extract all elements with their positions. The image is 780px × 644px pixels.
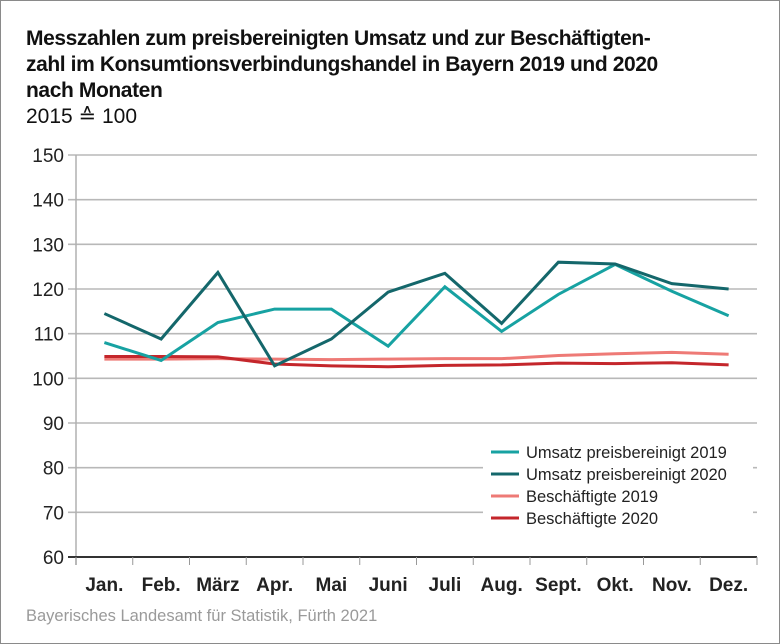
legend-label: Umsatz preisbereinigt 2020 [526, 466, 727, 484]
source-note: Bayerisches Landesamt für Statistik, Für… [26, 607, 378, 625]
y-tick-label: 70 [43, 503, 64, 524]
legend-label: Beschäftigte 2020 [526, 510, 658, 528]
title-line-1: Messzahlen zum preisbereinigten Umsatz u… [26, 27, 651, 50]
x-tick-label: Jan. [85, 575, 123, 596]
x-tick-label: Sept. [535, 575, 581, 596]
x-tick-label: Nov. [652, 575, 692, 596]
series-line-2 [103, 260, 729, 368]
series-line-1 [103, 262, 730, 363]
legend-background [483, 436, 753, 530]
x-tick-label: Aug. [481, 575, 523, 596]
y-tick-label: 130 [32, 235, 64, 256]
x-tick-label: Apr. [256, 575, 293, 596]
y-tick-label: 60 [43, 548, 64, 569]
y-tick-label: 100 [32, 369, 64, 390]
series-line-3 [104, 350, 729, 362]
y-tick-label: 90 [43, 414, 64, 435]
x-tick-label: März [196, 575, 239, 596]
chart-subtitle: 2015 ≙ 100 [26, 105, 138, 128]
title-line-3: nach Monaten [26, 79, 163, 102]
title-line-2: zahl im Konsumtionsverbindungshandel in … [26, 53, 658, 76]
x-tick-label: Juli [429, 575, 462, 596]
y-tick-label: 140 [32, 191, 64, 212]
x-tick-label: Okt. [597, 575, 634, 596]
x-tick-label: Dez. [709, 575, 748, 596]
y-tick-label: 120 [32, 280, 64, 301]
chart-title: Messzahlen zum preisbereinigten Umsatz u… [26, 26, 776, 104]
x-tick-label: Juni [369, 575, 408, 596]
series-line-4 [104, 354, 729, 369]
y-tick-label: 150 [32, 146, 64, 167]
x-tick-label: Mai [316, 575, 348, 596]
legend-label: Beschäftigte 2019 [526, 488, 658, 506]
legend-label: Umsatz preisbereinigt 2019 [526, 444, 727, 462]
x-tick-label: Feb. [142, 575, 181, 596]
y-tick-label: 110 [34, 325, 64, 346]
y-tick-label: 80 [43, 459, 64, 480]
